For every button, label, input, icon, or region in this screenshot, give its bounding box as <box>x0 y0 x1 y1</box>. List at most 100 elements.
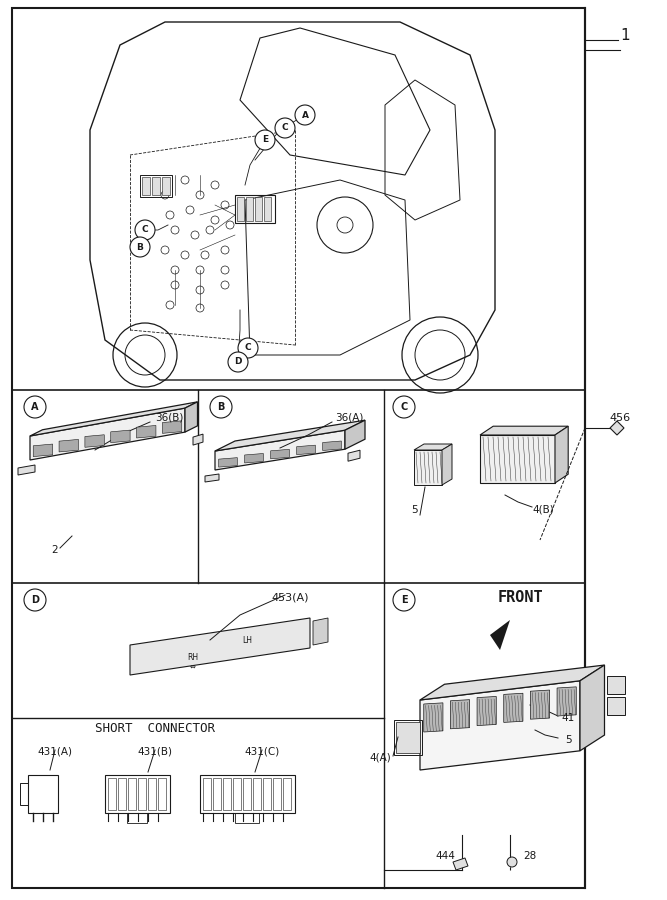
Bar <box>118 778 126 810</box>
Circle shape <box>507 857 517 867</box>
Circle shape <box>130 237 150 257</box>
Polygon shape <box>530 690 550 719</box>
Polygon shape <box>33 444 53 456</box>
Polygon shape <box>205 474 219 482</box>
Polygon shape <box>30 401 197 436</box>
Polygon shape <box>477 697 496 725</box>
Bar <box>264 197 271 221</box>
Text: 1: 1 <box>620 28 630 42</box>
Polygon shape <box>30 408 185 460</box>
Text: 431(A): 431(A) <box>37 747 73 757</box>
Bar <box>105 775 170 813</box>
Bar <box>283 778 291 810</box>
Bar <box>213 778 221 810</box>
Bar <box>273 778 281 810</box>
Text: 28: 28 <box>524 851 537 861</box>
Bar <box>396 722 420 753</box>
Bar <box>233 778 241 810</box>
Text: D: D <box>234 357 241 366</box>
Polygon shape <box>414 450 442 485</box>
Circle shape <box>295 105 315 125</box>
Bar <box>127 813 147 823</box>
Circle shape <box>275 118 295 138</box>
Text: 4(A): 4(A) <box>369 753 391 763</box>
Polygon shape <box>85 435 104 447</box>
Bar <box>255 197 262 221</box>
Polygon shape <box>580 665 604 751</box>
Polygon shape <box>193 434 203 446</box>
Polygon shape <box>555 427 568 483</box>
Bar <box>152 177 160 195</box>
Bar <box>128 778 136 810</box>
Polygon shape <box>271 449 289 459</box>
Bar <box>243 778 251 810</box>
Bar <box>246 197 253 221</box>
Text: FRONT: FRONT <box>497 590 543 606</box>
Bar <box>203 778 211 810</box>
Polygon shape <box>442 444 452 485</box>
Text: RH: RH <box>187 652 199 662</box>
Polygon shape <box>245 454 263 463</box>
Polygon shape <box>414 444 452 450</box>
Text: B: B <box>137 242 143 251</box>
Text: 36(A): 36(A) <box>335 413 364 423</box>
Text: 431(C): 431(C) <box>244 747 279 757</box>
Bar <box>263 778 271 810</box>
Text: C: C <box>281 123 288 132</box>
Polygon shape <box>480 427 568 435</box>
Bar <box>12 8 585 888</box>
Polygon shape <box>59 439 79 452</box>
Polygon shape <box>453 858 468 870</box>
Polygon shape <box>606 697 624 715</box>
Text: 5: 5 <box>565 735 572 745</box>
Polygon shape <box>345 420 365 449</box>
Polygon shape <box>490 620 510 650</box>
Bar <box>253 778 261 810</box>
Bar <box>158 778 166 810</box>
Text: E: E <box>401 595 408 605</box>
Text: 453(A): 453(A) <box>271 593 309 603</box>
Text: C: C <box>141 226 148 235</box>
Polygon shape <box>420 665 604 700</box>
Polygon shape <box>215 420 365 451</box>
Bar <box>394 720 422 755</box>
Polygon shape <box>557 687 576 716</box>
Bar <box>28 775 58 813</box>
Polygon shape <box>215 430 345 470</box>
Text: 2: 2 <box>51 545 58 555</box>
Polygon shape <box>323 441 342 451</box>
Polygon shape <box>18 465 35 475</box>
Bar <box>108 778 116 810</box>
Polygon shape <box>313 618 328 645</box>
Polygon shape <box>480 435 555 483</box>
Text: ⇔: ⇔ <box>190 664 196 670</box>
Polygon shape <box>185 401 197 432</box>
Text: SHORT  CONNECTOR: SHORT CONNECTOR <box>95 722 215 734</box>
Text: C: C <box>245 344 251 353</box>
Polygon shape <box>137 426 156 438</box>
Polygon shape <box>111 430 130 443</box>
Circle shape <box>238 338 258 358</box>
Text: D: D <box>31 595 39 605</box>
Polygon shape <box>424 703 443 732</box>
Text: C: C <box>400 402 408 412</box>
Text: 4(B): 4(B) <box>532 505 554 515</box>
Polygon shape <box>450 699 470 729</box>
Text: 36(B): 36(B) <box>155 413 183 423</box>
Text: 444: 444 <box>435 851 455 861</box>
Bar <box>148 778 156 810</box>
Polygon shape <box>130 618 310 675</box>
Polygon shape <box>606 676 624 694</box>
Bar <box>138 778 146 810</box>
Bar <box>235 813 259 823</box>
Text: A: A <box>31 402 39 412</box>
Text: E: E <box>262 136 268 145</box>
Text: LH: LH <box>242 636 252 645</box>
Polygon shape <box>162 421 182 433</box>
Text: 5: 5 <box>412 505 418 515</box>
Bar <box>223 778 231 810</box>
Polygon shape <box>297 446 315 454</box>
Polygon shape <box>504 693 523 723</box>
Text: 431(B): 431(B) <box>137 747 173 757</box>
Bar <box>235 195 275 223</box>
